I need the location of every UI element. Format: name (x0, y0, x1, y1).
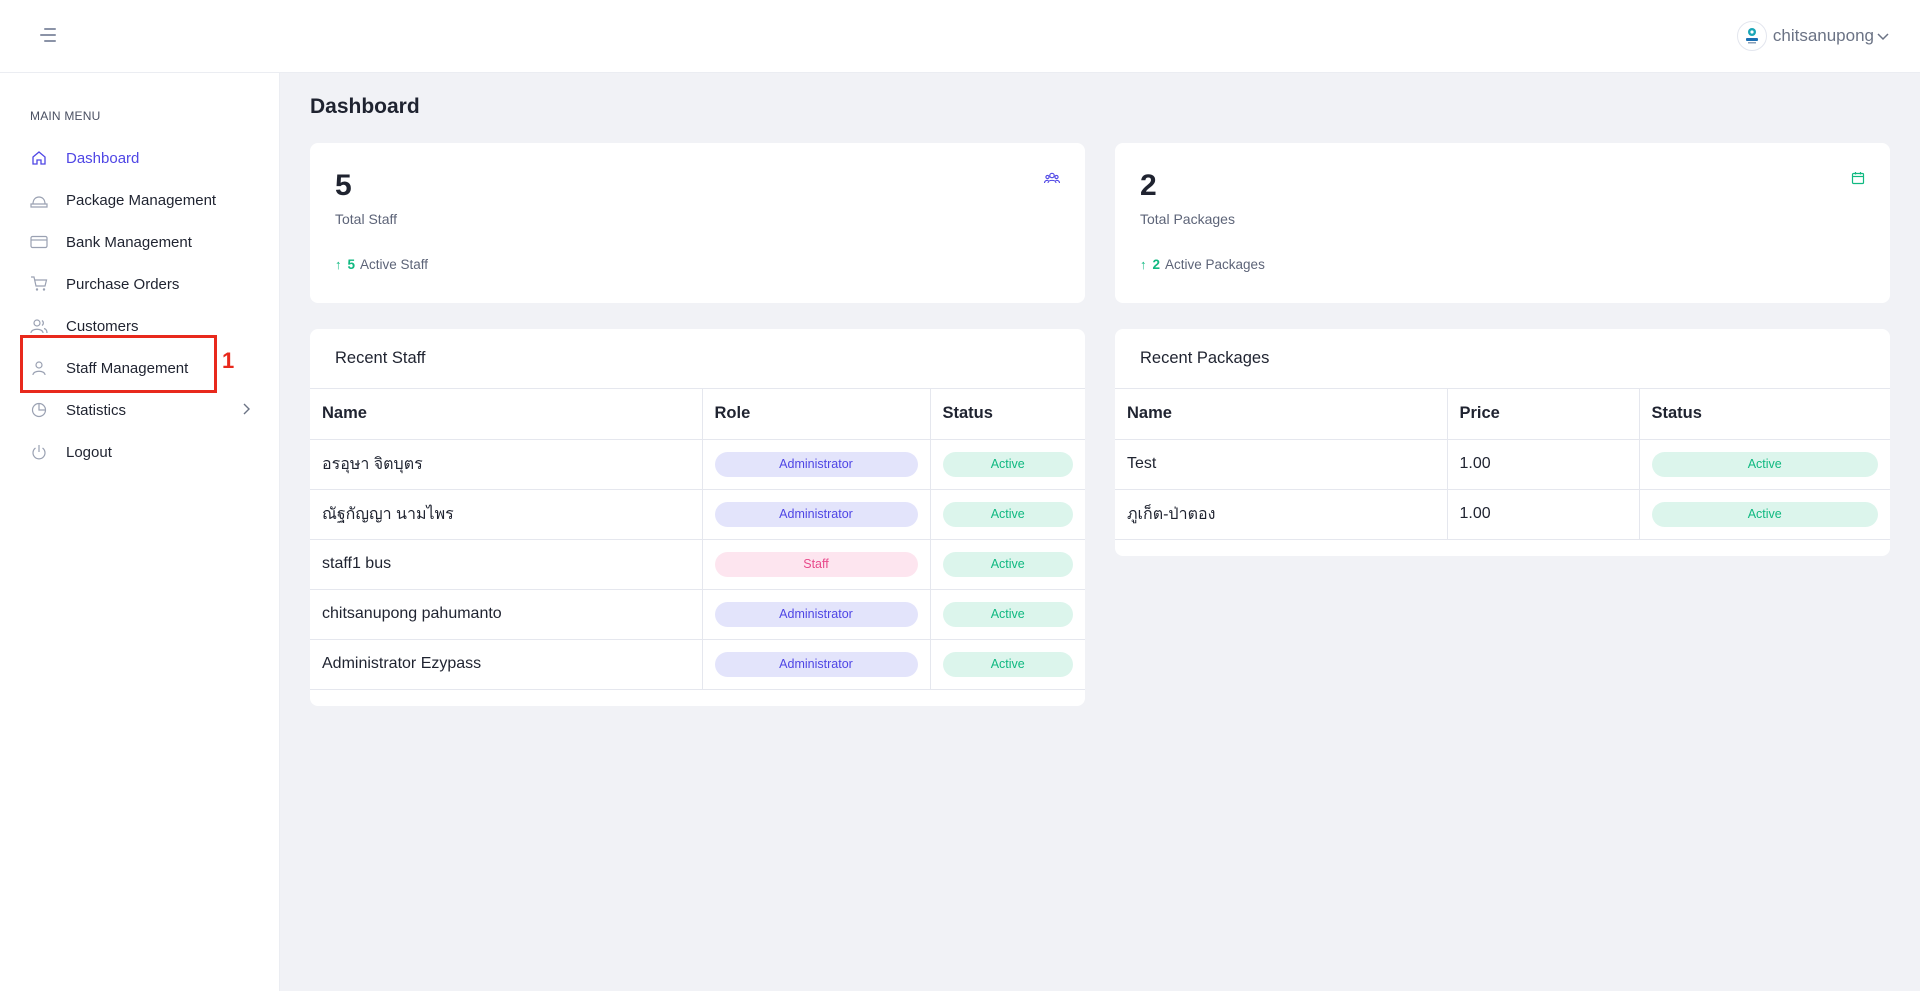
status-badge: Active (942, 601, 1073, 627)
total-packages-label: Total Packages (1140, 211, 1235, 227)
active-packages-label: Active Packages (1165, 257, 1265, 272)
active-packages-summary: ↑ 2 Active Packages (1140, 257, 1265, 272)
home-icon (30, 149, 48, 167)
sidebar: MAIN MENU Dashboard Package Management B… (0, 73, 280, 991)
arrow-up-icon: ↑ (1140, 257, 1147, 272)
top-bar: chitsanupong (0, 0, 1920, 73)
column-header-status: Status (929, 389, 1085, 440)
page-title: Dashboard (310, 95, 420, 118)
username[interactable]: chitsanupong (1772, 26, 1874, 45)
sidebar-item-label: Customers (66, 317, 139, 335)
total-staff-label: Total Staff (335, 211, 398, 227)
staff-name: อรอุษา จิตบุตร (310, 439, 702, 490)
status-badge: Active (1651, 451, 1878, 477)
sidebar-item-staff-management[interactable]: Staff Management (20, 347, 260, 389)
sidebar-item-dashboard[interactable]: Dashboard (20, 137, 260, 179)
menu-title: MAIN MENU (30, 109, 101, 123)
total-packages-value: 2 (1140, 169, 1157, 202)
table-row: ภูเก็ต-ป่าตอง 1.00 Active (1115, 489, 1890, 540)
status-badge: Active (942, 551, 1073, 577)
users-group-icon (1043, 171, 1061, 189)
sidebar-menu: Dashboard Package Management Bank Manage… (20, 137, 260, 473)
recent-staff-card: Recent Staff Name Role Status อรอุษา จิต… (310, 329, 1085, 706)
package-name: ภูเก็ต-ป่าตอง (1115, 489, 1447, 540)
table-row: chitsanupong pahumanto Administrator Act… (310, 589, 1085, 640)
sidebar-item-purchase-orders[interactable]: Purchase Orders (20, 263, 260, 305)
role-badge: Staff (714, 551, 918, 577)
column-header-status: Status (1638, 389, 1890, 440)
arrow-up-icon: ↑ (335, 257, 342, 272)
annotation-label: 1 (222, 348, 235, 373)
pie-chart-icon (30, 401, 48, 419)
user-menu[interactable]: chitsanupong (1736, 20, 1890, 52)
table-row: Administrator Ezypass Administrator Acti… (310, 639, 1085, 690)
recent-staff-table: Name Role Status อรอุษา จิตบุตร Administ… (310, 389, 1085, 690)
role-badge: Administrator (714, 651, 918, 677)
staff-name: staff1 bus (310, 539, 702, 590)
staff-name: Administrator Ezypass (310, 639, 702, 690)
package-box-icon (1851, 171, 1865, 190)
sidebar-item-label: Purchase Orders (66, 275, 180, 293)
recent-staff-title: Recent Staff (310, 329, 1085, 389)
sidebar-item-package-management[interactable]: Package Management (20, 179, 260, 221)
chevron-down-icon[interactable] (1876, 29, 1890, 43)
role-badge: Administrator (714, 501, 918, 527)
chevron-right-icon[interactable] (240, 402, 252, 416)
recent-packages-title: Recent Packages (1115, 329, 1890, 389)
sidebar-item-logout[interactable]: Logout (20, 431, 260, 473)
active-staff-label: Active Staff (360, 257, 429, 272)
status-badge: Active (942, 501, 1073, 527)
role-badge: Administrator (714, 601, 918, 627)
package-name: Test (1115, 439, 1447, 490)
status-badge: Active (1651, 501, 1878, 527)
sidebar-item-customers[interactable]: Customers (20, 305, 260, 347)
hamburger-menu-icon[interactable] (40, 28, 60, 44)
package-price: 1.00 (1446, 489, 1639, 540)
column-header-price: Price (1446, 389, 1639, 440)
total-packages-card: 2 Total Packages ↑ 2 Active Packages (1115, 143, 1890, 303)
sidebar-item-label: Statistics (66, 401, 127, 419)
avatar[interactable] (1736, 21, 1767, 51)
status-badge: Active (942, 651, 1073, 677)
credit-card-icon (30, 233, 48, 251)
active-staff-summary: ↑ 5 Active Staff (335, 257, 428, 272)
role-badge: Administrator (714, 451, 918, 477)
sidebar-item-label: Bank Management (66, 233, 192, 251)
user-icon (30, 359, 48, 377)
table-header-row: Name Price Status (1115, 389, 1890, 440)
staff-name: chitsanupong pahumanto (310, 589, 702, 640)
status-badge: Active (942, 451, 1073, 477)
active-staff-count: 5 (347, 257, 356, 272)
active-packages-count: 2 (1152, 257, 1161, 272)
sidebar-item-label: Logout (66, 443, 112, 461)
table-row: Test 1.00 Active (1115, 439, 1890, 490)
table-row: staff1 bus Staff Active (310, 539, 1085, 590)
staff-name: ณัฐกัญญา นามไพร (310, 489, 702, 540)
power-icon (30, 443, 48, 461)
sidebar-item-statistics[interactable]: Statistics (20, 389, 260, 431)
cart-icon (30, 275, 48, 293)
sidebar-item-label: Package Management (66, 191, 217, 209)
sidebar-item-bank-management[interactable]: Bank Management (20, 221, 260, 263)
package-price: 1.00 (1446, 439, 1639, 490)
column-header-name: Name (1115, 389, 1447, 440)
total-staff-card: 5 Total Staff ↑ 5 Active Staff (310, 143, 1085, 303)
column-header-role: Role (701, 389, 930, 440)
sidebar-item-label: Staff Management (66, 359, 189, 377)
recent-packages-card: Recent Packages Name Price Status Test 1… (1115, 329, 1890, 556)
column-header-name: Name (310, 389, 702, 440)
table-header-row: Name Role Status (310, 389, 1085, 440)
total-staff-value: 5 (335, 169, 352, 202)
recent-packages-table: Name Price Status Test 1.00 Active ภูเก็… (1115, 389, 1890, 540)
users-icon (30, 317, 48, 335)
table-row: ณัฐกัญญา นามไพร Administrator Active (310, 489, 1085, 540)
package-icon (30, 191, 48, 209)
sidebar-item-label: Dashboard (66, 149, 140, 167)
table-row: อรอุษา จิตบุตร Administrator Active (310, 439, 1085, 490)
